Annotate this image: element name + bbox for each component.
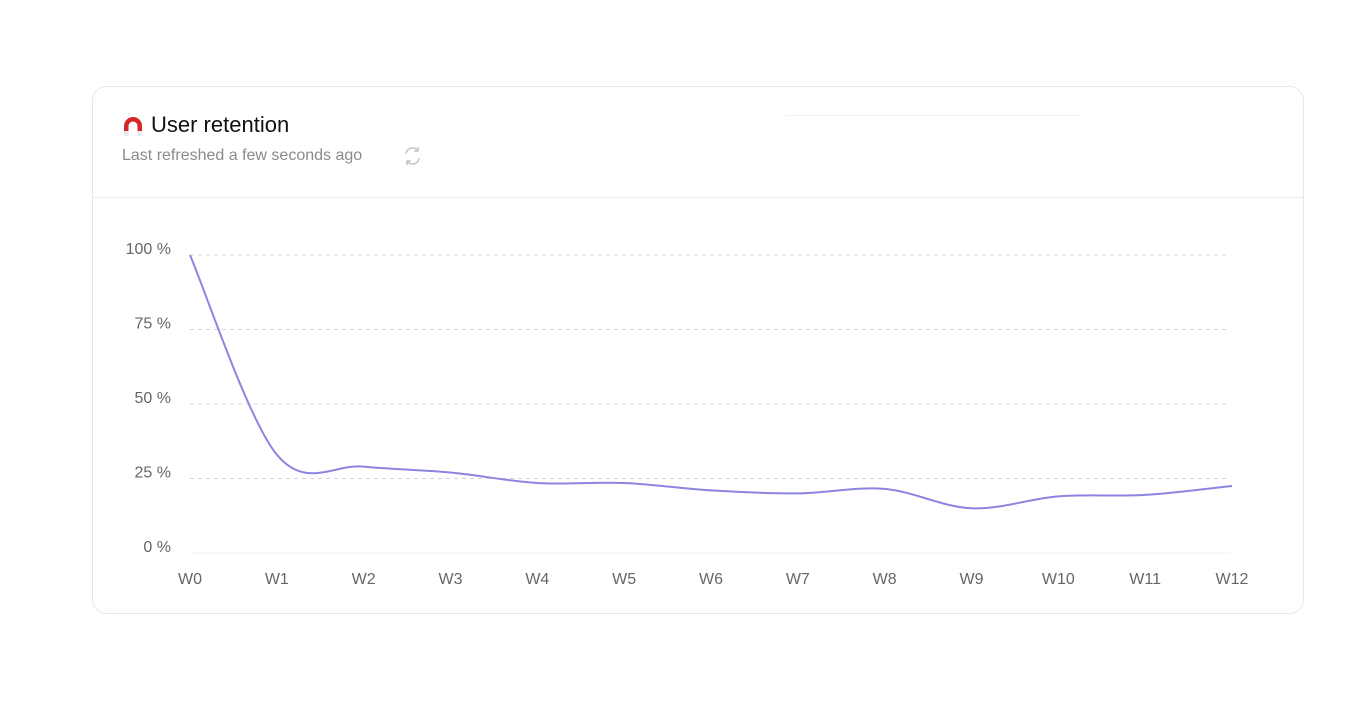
refresh-icon[interactable] bbox=[405, 147, 420, 165]
card-title: User retention bbox=[151, 112, 289, 137]
y-tick-label: 25 % bbox=[135, 465, 171, 482]
x-tick-label: W8 bbox=[873, 571, 897, 588]
x-tick-label: W4 bbox=[525, 571, 549, 588]
x-tick-label: W9 bbox=[960, 571, 984, 588]
x-tick-label: W1 bbox=[265, 571, 289, 588]
x-tick-label: W0 bbox=[178, 571, 202, 588]
card-subtitle: Last refreshed a few seconds ago bbox=[122, 147, 362, 164]
y-tick-label: 75 % bbox=[135, 316, 171, 333]
x-tick-label: W3 bbox=[439, 571, 463, 588]
magnet-icon bbox=[124, 117, 142, 136]
x-tick-label: W11 bbox=[1129, 571, 1161, 588]
y-tick-label: 100 % bbox=[126, 241, 171, 258]
x-tick-label: W2 bbox=[352, 571, 376, 588]
x-tick-label: W7 bbox=[786, 571, 810, 588]
retention-line bbox=[189, 254, 1233, 510]
card bbox=[92, 86, 1304, 614]
y-tick-label: 0 % bbox=[143, 539, 171, 556]
x-tick-label: W6 bbox=[699, 571, 723, 588]
x-tick-label: W5 bbox=[612, 571, 636, 588]
x-tick-label: W12 bbox=[1216, 571, 1249, 588]
y-tick-label: 50 % bbox=[135, 390, 171, 407]
x-tick-label: W10 bbox=[1042, 571, 1075, 588]
